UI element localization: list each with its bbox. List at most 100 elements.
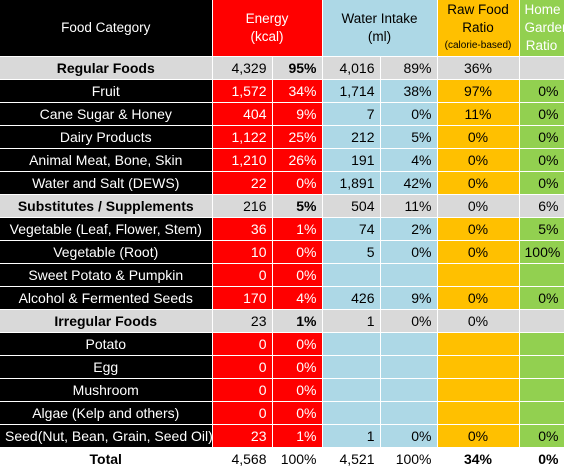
water-value-cell: 4,016 — [322, 56, 381, 80]
water-value-cell — [322, 378, 381, 402]
table-row: Sweet Potato & Pumpkin 0 0% — [0, 263, 564, 287]
header-water-intake: Water Intake (ml) — [322, 0, 438, 57]
water-percent-cell — [380, 378, 438, 402]
home-garden-ratio-cell — [519, 263, 564, 287]
water-percent-cell: 42% — [380, 171, 438, 195]
energy-percent-cell: 0% — [272, 378, 323, 402]
water-value-cell: 1 — [322, 309, 381, 333]
raw-food-ratio-cell — [437, 378, 520, 402]
water-value-cell: 1,891 — [322, 171, 381, 195]
energy-percent-cell: 4% — [272, 286, 323, 310]
home-garden-ratio-cell: 6% — [519, 194, 564, 218]
home-garden-ratio-cell: 0% — [519, 286, 564, 310]
food-category-cell: Animal Meat, Bone, Skin — [0, 148, 213, 172]
food-category-cell: Irregular Foods — [0, 309, 213, 333]
food-category-cell: Total — [0, 447, 213, 470]
home-garden-ratio-cell: 0% — [519, 171, 564, 195]
energy-percent-cell: 9% — [272, 102, 323, 126]
table-row: Animal Meat, Bone, Skin 1,210 26% 191 4% 0% 0% — [0, 148, 564, 172]
raw-food-ratio-cell: 0% — [437, 171, 520, 195]
home-garden-ratio-cell — [519, 332, 564, 356]
group-row: Irregular Foods 23 1% 1 0% 0% — [0, 309, 564, 333]
energy-value-cell: 216 — [212, 194, 273, 218]
water-percent-cell: 4% — [380, 148, 438, 172]
energy-percent-cell: 0% — [272, 332, 323, 356]
home-garden-ratio-cell: 100% — [519, 240, 564, 264]
energy-percent-cell: 1% — [272, 424, 323, 448]
energy-percent-cell: 0% — [272, 263, 323, 287]
food-category-cell: Potato — [0, 332, 213, 356]
water-percent-cell — [380, 355, 438, 379]
water-value-cell: 504 — [322, 194, 381, 218]
header-raw-food-ratio: Raw Food Ratio (calorie-based) — [437, 0, 520, 57]
energy-percent-cell: 100% — [272, 447, 323, 470]
water-value-cell: 426 — [322, 286, 381, 310]
food-category-cell: Dairy Products — [0, 125, 213, 149]
table-row: Alcohol & Fermented Seeds 170 4% 426 9% 0% 0% — [0, 286, 564, 310]
water-value-cell: 74 — [322, 217, 381, 241]
energy-value-cell: 170 — [212, 286, 273, 310]
table-row: Water and Salt (DEWS) 22 0% 1,891 42% 0% 0% — [0, 171, 564, 195]
table-row: Cane Sugar & Honey 404 9% 7 0% 11% 0% — [0, 102, 564, 126]
energy-value-cell: 10 — [212, 240, 273, 264]
energy-value-cell: 4,329 — [212, 56, 273, 80]
energy-value-cell: 0 — [212, 378, 273, 402]
water-value-cell: 212 — [322, 125, 381, 149]
energy-percent-cell: 0% — [272, 240, 323, 264]
table-row: Egg 0 0% — [0, 355, 564, 379]
raw-food-ratio-cell: 0% — [437, 424, 520, 448]
food-category-cell: Fruit — [0, 79, 213, 103]
water-percent-cell — [380, 401, 438, 425]
food-category-cell: Vegetable (Leaf, Flower, Stem) — [0, 217, 213, 241]
raw-food-ratio-cell: 0% — [437, 148, 520, 172]
water-percent-cell — [380, 263, 438, 287]
energy-value-cell: 0 — [212, 355, 273, 379]
table-row: Algae (Kelp and others) 0 0% — [0, 401, 564, 425]
food-category-cell: Seed(Nut, Bean, Grain, Seed Oil) — [0, 424, 213, 448]
energy-value-cell: 36 — [212, 217, 273, 241]
raw-food-ratio-cell: 0% — [437, 194, 520, 218]
water-percent-cell: 100% — [380, 447, 438, 470]
water-percent-cell — [380, 332, 438, 356]
water-percent-cell: 0% — [380, 424, 438, 448]
energy-value-cell: 0 — [212, 332, 273, 356]
water-percent-cell: 89% — [380, 56, 438, 80]
water-percent-cell: 11% — [380, 194, 438, 218]
water-percent-cell: 2% — [380, 217, 438, 241]
energy-value-cell: 1,572 — [212, 79, 273, 103]
energy-value-cell: 22 — [212, 171, 273, 195]
raw-food-ratio-cell: 11% — [437, 102, 520, 126]
energy-percent-cell: 5% — [272, 194, 323, 218]
table-row: Fruit 1,572 34% 1,714 38% 97% 0% — [0, 79, 564, 103]
water-value-cell: 1,714 — [322, 79, 381, 103]
raw-food-ratio-cell — [437, 263, 520, 287]
food-category-cell: Water and Salt (DEWS) — [0, 171, 213, 195]
raw-food-ratio-cell: 0% — [437, 125, 520, 149]
home-garden-ratio-cell: 0% — [519, 79, 564, 103]
food-category-cell: Mushroom — [0, 378, 213, 402]
water-value-cell — [322, 332, 381, 356]
home-garden-ratio-cell: 0% — [519, 125, 564, 149]
water-value-cell: 5 — [322, 240, 381, 264]
group-row: Substitutes / Supplements 216 5% 504 11% 0% 6% — [0, 194, 564, 218]
energy-value-cell: 23 — [212, 424, 273, 448]
raw-food-ratio-cell — [437, 355, 520, 379]
raw-food-ratio-cell: 36% — [437, 56, 520, 80]
home-garden-ratio-cell — [519, 56, 564, 80]
food-category-cell: Substitutes / Supplements — [0, 194, 213, 218]
header-energy: Energy (kcal) — [212, 0, 323, 57]
energy-value-cell: 4,568 — [212, 447, 273, 470]
water-percent-cell: 0% — [380, 309, 438, 333]
home-garden-ratio-cell: 5% — [519, 217, 564, 241]
water-percent-cell: 9% — [380, 286, 438, 310]
table-row: Potato 0 0% — [0, 332, 564, 356]
water-value-cell — [322, 263, 381, 287]
table-row: Vegetable (Root) 10 0% 5 0% 0% 100% — [0, 240, 564, 264]
water-value-cell: 4,521 — [322, 447, 381, 470]
table-row: Seed(Nut, Bean, Grain, Seed Oil) 23 1% 1 0% 0… — [0, 424, 564, 448]
water-value-cell — [322, 355, 381, 379]
header-home-garden-ratio: HomeGardenRatio — [519, 0, 564, 57]
header-food-category: Food Category — [0, 0, 213, 57]
raw-food-ratio-cell: 0% — [437, 309, 520, 333]
raw-food-ratio-cell — [437, 332, 520, 356]
